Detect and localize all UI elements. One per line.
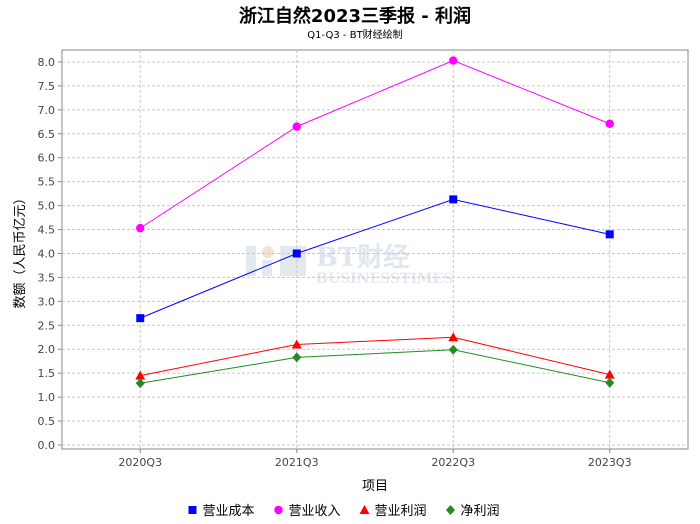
series-layer (135, 56, 615, 389)
y-tick-label: 0.0 (38, 439, 56, 452)
legend-item: 营业利润 (359, 504, 427, 519)
y-tick-label: 2.0 (38, 343, 56, 356)
y-tick-label: 7.0 (38, 104, 56, 117)
y-tick-label: 7.5 (38, 80, 56, 93)
legend-swatch (188, 506, 197, 514)
series-2 (135, 332, 615, 380)
watermark: BT财经 BUSINESSTIMES (246, 242, 453, 287)
data-point (605, 119, 614, 128)
data-point (449, 56, 458, 65)
legend-swatch (274, 505, 283, 515)
y-tick-label: 3.0 (38, 295, 56, 308)
watermark-logo-stem (262, 260, 272, 276)
legend-swatch (446, 505, 455, 515)
legend-label: 营业成本 (203, 504, 255, 519)
y-axis-label: 数额（人民币亿元） (13, 191, 28, 308)
data-point (605, 230, 614, 239)
series-line (140, 198, 610, 319)
series-3 (135, 344, 615, 389)
data-point (604, 369, 615, 379)
x-tick-label: 2020Q3 (118, 456, 162, 469)
legend-label: 净利润 (461, 504, 500, 519)
y-tick-label: 5.0 (38, 200, 56, 213)
data-point (135, 370, 146, 380)
y-tick-label: 6.0 (38, 152, 56, 165)
watermark-subtext: BUSINESSTIMES (316, 271, 453, 287)
y-tick-label: 4.0 (38, 247, 56, 260)
y-tick-label: 8.0 (38, 56, 56, 69)
data-point (292, 122, 301, 131)
y-tick-label: 2.5 (38, 319, 56, 332)
data-point (292, 352, 302, 363)
axes: 0.0 0.5 1.0 1.5 2.0 2.5 3.0 3.5 4.0 4.5 5.0 5.5 6.0 6… (38, 56, 632, 469)
data-point (448, 332, 459, 342)
watermark-logo-bar (246, 246, 256, 276)
plot-area (61, 49, 689, 450)
data-point (135, 378, 145, 389)
series-0 (136, 195, 614, 323)
data-point (136, 223, 145, 233)
y-tick-label: 1.0 (38, 391, 56, 404)
legend-swatch (359, 505, 370, 514)
data-point (448, 344, 458, 355)
legend-label: 营业利润 (375, 504, 427, 519)
data-point (449, 195, 458, 204)
y-tick-label: 6.5 (38, 128, 56, 141)
data-point (291, 339, 302, 349)
y-tick-label: 1.5 (38, 367, 56, 380)
x-tick-label: 2021Q3 (275, 456, 319, 469)
data-point (605, 377, 615, 388)
chart-subtitle: Q1-Q3 - BT财经绘制 (307, 28, 402, 41)
y-tick-label: 0.5 (38, 415, 56, 428)
legend: 营业成本 营业收入 营业利润 净利润 (188, 504, 500, 519)
y-tick-label: 4.5 (38, 224, 56, 237)
data-point (136, 314, 145, 323)
y-tick-label: 3.5 (38, 271, 56, 284)
grid (61, 49, 689, 450)
x-axis-label: 项目 (362, 479, 388, 494)
series-1 (136, 56, 614, 233)
y-tick-label: 5.5 (38, 176, 56, 189)
watermark-text: BT财经 (316, 242, 409, 273)
legend-item: 营业收入 (274, 504, 341, 519)
x-tick-label: 2022Q3 (431, 456, 475, 469)
series-line (140, 349, 610, 384)
series-line (139, 59, 610, 229)
legend-item: 营业成本 (188, 504, 255, 519)
x-tick-label: 2023Q3 (588, 456, 632, 469)
legend-label: 营业收入 (289, 504, 341, 519)
chart-title: 浙江自然2023三季报 - 利润 (239, 5, 471, 27)
series-line (140, 336, 610, 377)
watermark-logo-dot (262, 246, 274, 258)
legend-item: 净利润 (446, 504, 500, 519)
data-point (292, 249, 301, 258)
